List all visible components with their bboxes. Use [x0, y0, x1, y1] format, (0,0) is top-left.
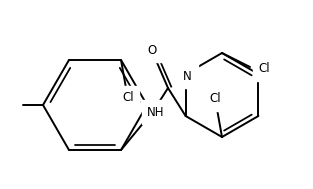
Text: Cl: Cl — [209, 92, 221, 105]
Text: O: O — [147, 43, 156, 57]
Text: Cl: Cl — [258, 63, 270, 75]
Text: N: N — [183, 70, 192, 83]
Text: Cl: Cl — [122, 91, 134, 105]
Text: NH: NH — [147, 105, 165, 119]
